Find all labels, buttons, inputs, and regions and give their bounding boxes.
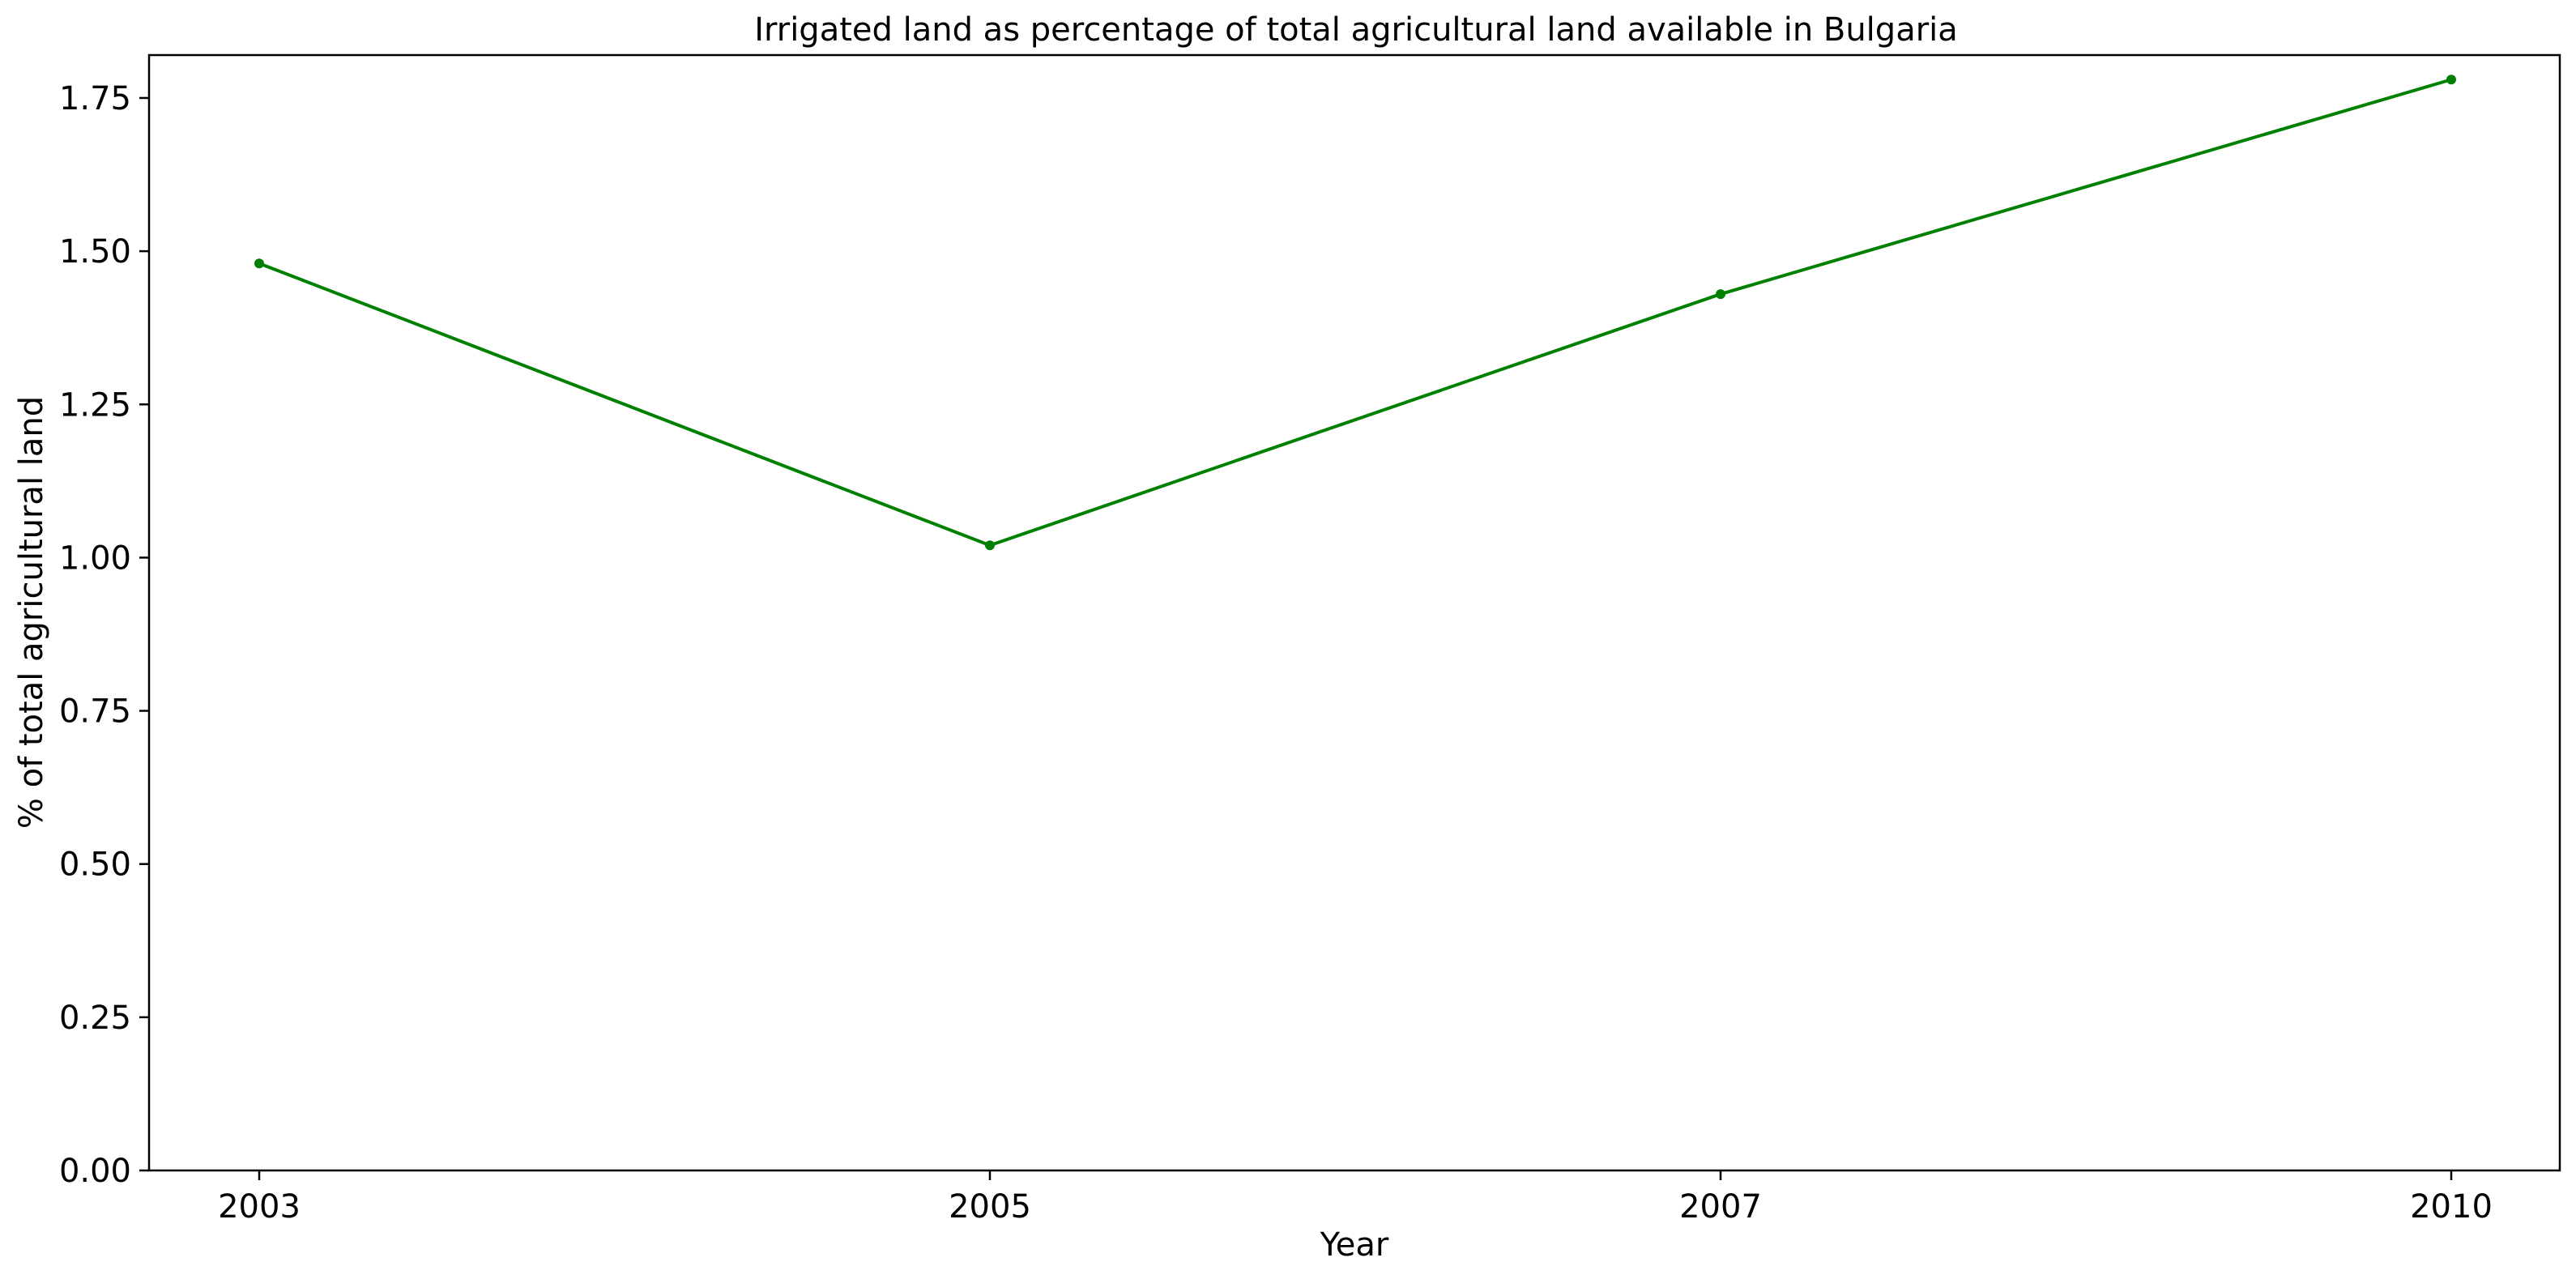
data-point <box>2446 75 2456 85</box>
x-tick-label: 2007 <box>1679 1188 1762 1226</box>
x-tick-label: 2003 <box>218 1188 301 1226</box>
series-points <box>254 75 2456 551</box>
series-line <box>258 78 2453 548</box>
y-tick-label: 1.75 <box>59 80 131 117</box>
x-axis: 2003 2005 2007 2010 <box>218 1170 2493 1226</box>
y-tick-label: 1.50 <box>59 233 131 271</box>
y-axis-label: % of total agricultural land <box>13 396 50 829</box>
y-tick-label: 1.25 <box>59 386 131 424</box>
y-tick-label: 0.75 <box>59 693 131 731</box>
y-tick-label: 0.00 <box>59 1153 131 1190</box>
y-axis: 0.00 0.25 0.50 0.75 1.00 1.25 1.50 1.75 <box>59 80 149 1190</box>
data-point <box>1716 289 1725 300</box>
y-tick-label: 0.50 <box>59 846 131 884</box>
data-point <box>985 540 995 551</box>
x-tick-label: 2010 <box>2410 1188 2493 1226</box>
x-tick-label: 2005 <box>949 1188 1031 1226</box>
y-tick-label: 1.00 <box>59 539 131 577</box>
plot-frame <box>147 53 2561 1172</box>
x-axis-label: Year <box>1320 1226 1389 1264</box>
chart-title: Irrigated land as percentage of total ag… <box>754 11 1958 49</box>
y-tick-label: 0.25 <box>59 1000 131 1037</box>
data-point <box>254 258 264 269</box>
